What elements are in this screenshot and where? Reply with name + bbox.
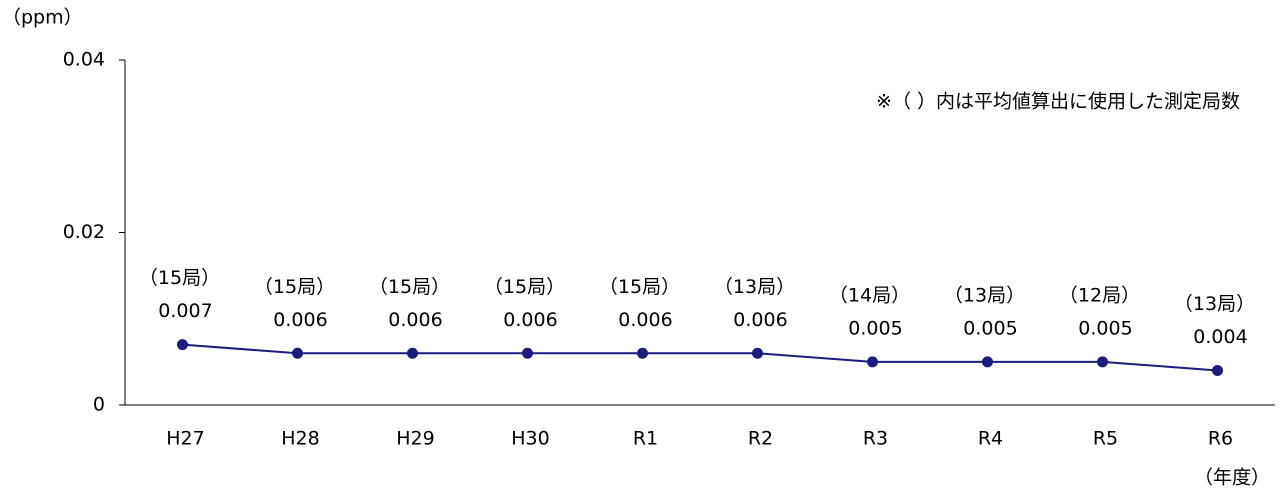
x-tick-label: R3 — [863, 428, 888, 450]
y-tick-label: 0.02 — [63, 221, 105, 243]
data-point — [982, 356, 993, 368]
x-tick-label: H27 — [166, 428, 204, 450]
station-label: （15局） — [254, 276, 335, 298]
x-tick-label: R1 — [633, 428, 658, 450]
series-line — [182, 343, 1218, 372]
data-point — [522, 347, 533, 359]
data-point — [407, 347, 418, 359]
x-tick-label: R6 — [1208, 428, 1233, 450]
value-label: 0.007 — [158, 300, 212, 322]
data-point — [1212, 365, 1223, 376]
x-tick-label: H30 — [511, 428, 549, 450]
x-tick-label: R4 — [978, 428, 1003, 450]
value-label: 0.006 — [273, 309, 327, 331]
station-label: （15局） — [369, 276, 450, 298]
data-point — [177, 339, 188, 351]
y-tick-label: 0.04 — [63, 49, 105, 71]
station-label: （13局） — [944, 284, 1025, 306]
value-label: 0.005 — [1078, 317, 1132, 339]
station-label: （13局） — [1174, 293, 1255, 315]
x-tick-label: R2 — [748, 428, 773, 450]
data-point — [637, 347, 648, 359]
data-point — [752, 347, 763, 359]
x-tick-label: H29 — [396, 428, 434, 450]
station-label: （13局） — [714, 276, 795, 298]
data-point — [1097, 356, 1108, 368]
station-label: （15局） — [139, 267, 220, 289]
x-tick-label: H28 — [281, 428, 319, 450]
y-tick-label: 0 — [93, 394, 105, 416]
station-label: （15局） — [599, 276, 680, 298]
value-label: 0.004 — [1193, 326, 1247, 348]
data-point — [867, 356, 878, 368]
note: ※（ ）内は平均値算出に使用した測定局数 — [876, 91, 1240, 113]
value-label: 0.005 — [848, 317, 902, 339]
station-label: （14局） — [829, 284, 910, 306]
x-unit: （年度） — [1194, 467, 1270, 489]
y-unit: （ppm） — [2, 7, 83, 29]
station-label: （12局） — [1059, 284, 1140, 306]
station-label: （15局） — [484, 276, 565, 298]
x-tick-label: R5 — [1093, 428, 1118, 450]
value-label: 0.006 — [503, 309, 557, 331]
data-point — [292, 347, 303, 359]
value-label: 0.006 — [733, 309, 787, 331]
value-label: 0.006 — [618, 309, 672, 331]
value-label: 0.006 — [388, 309, 442, 331]
value-label: 0.005 — [963, 317, 1017, 339]
